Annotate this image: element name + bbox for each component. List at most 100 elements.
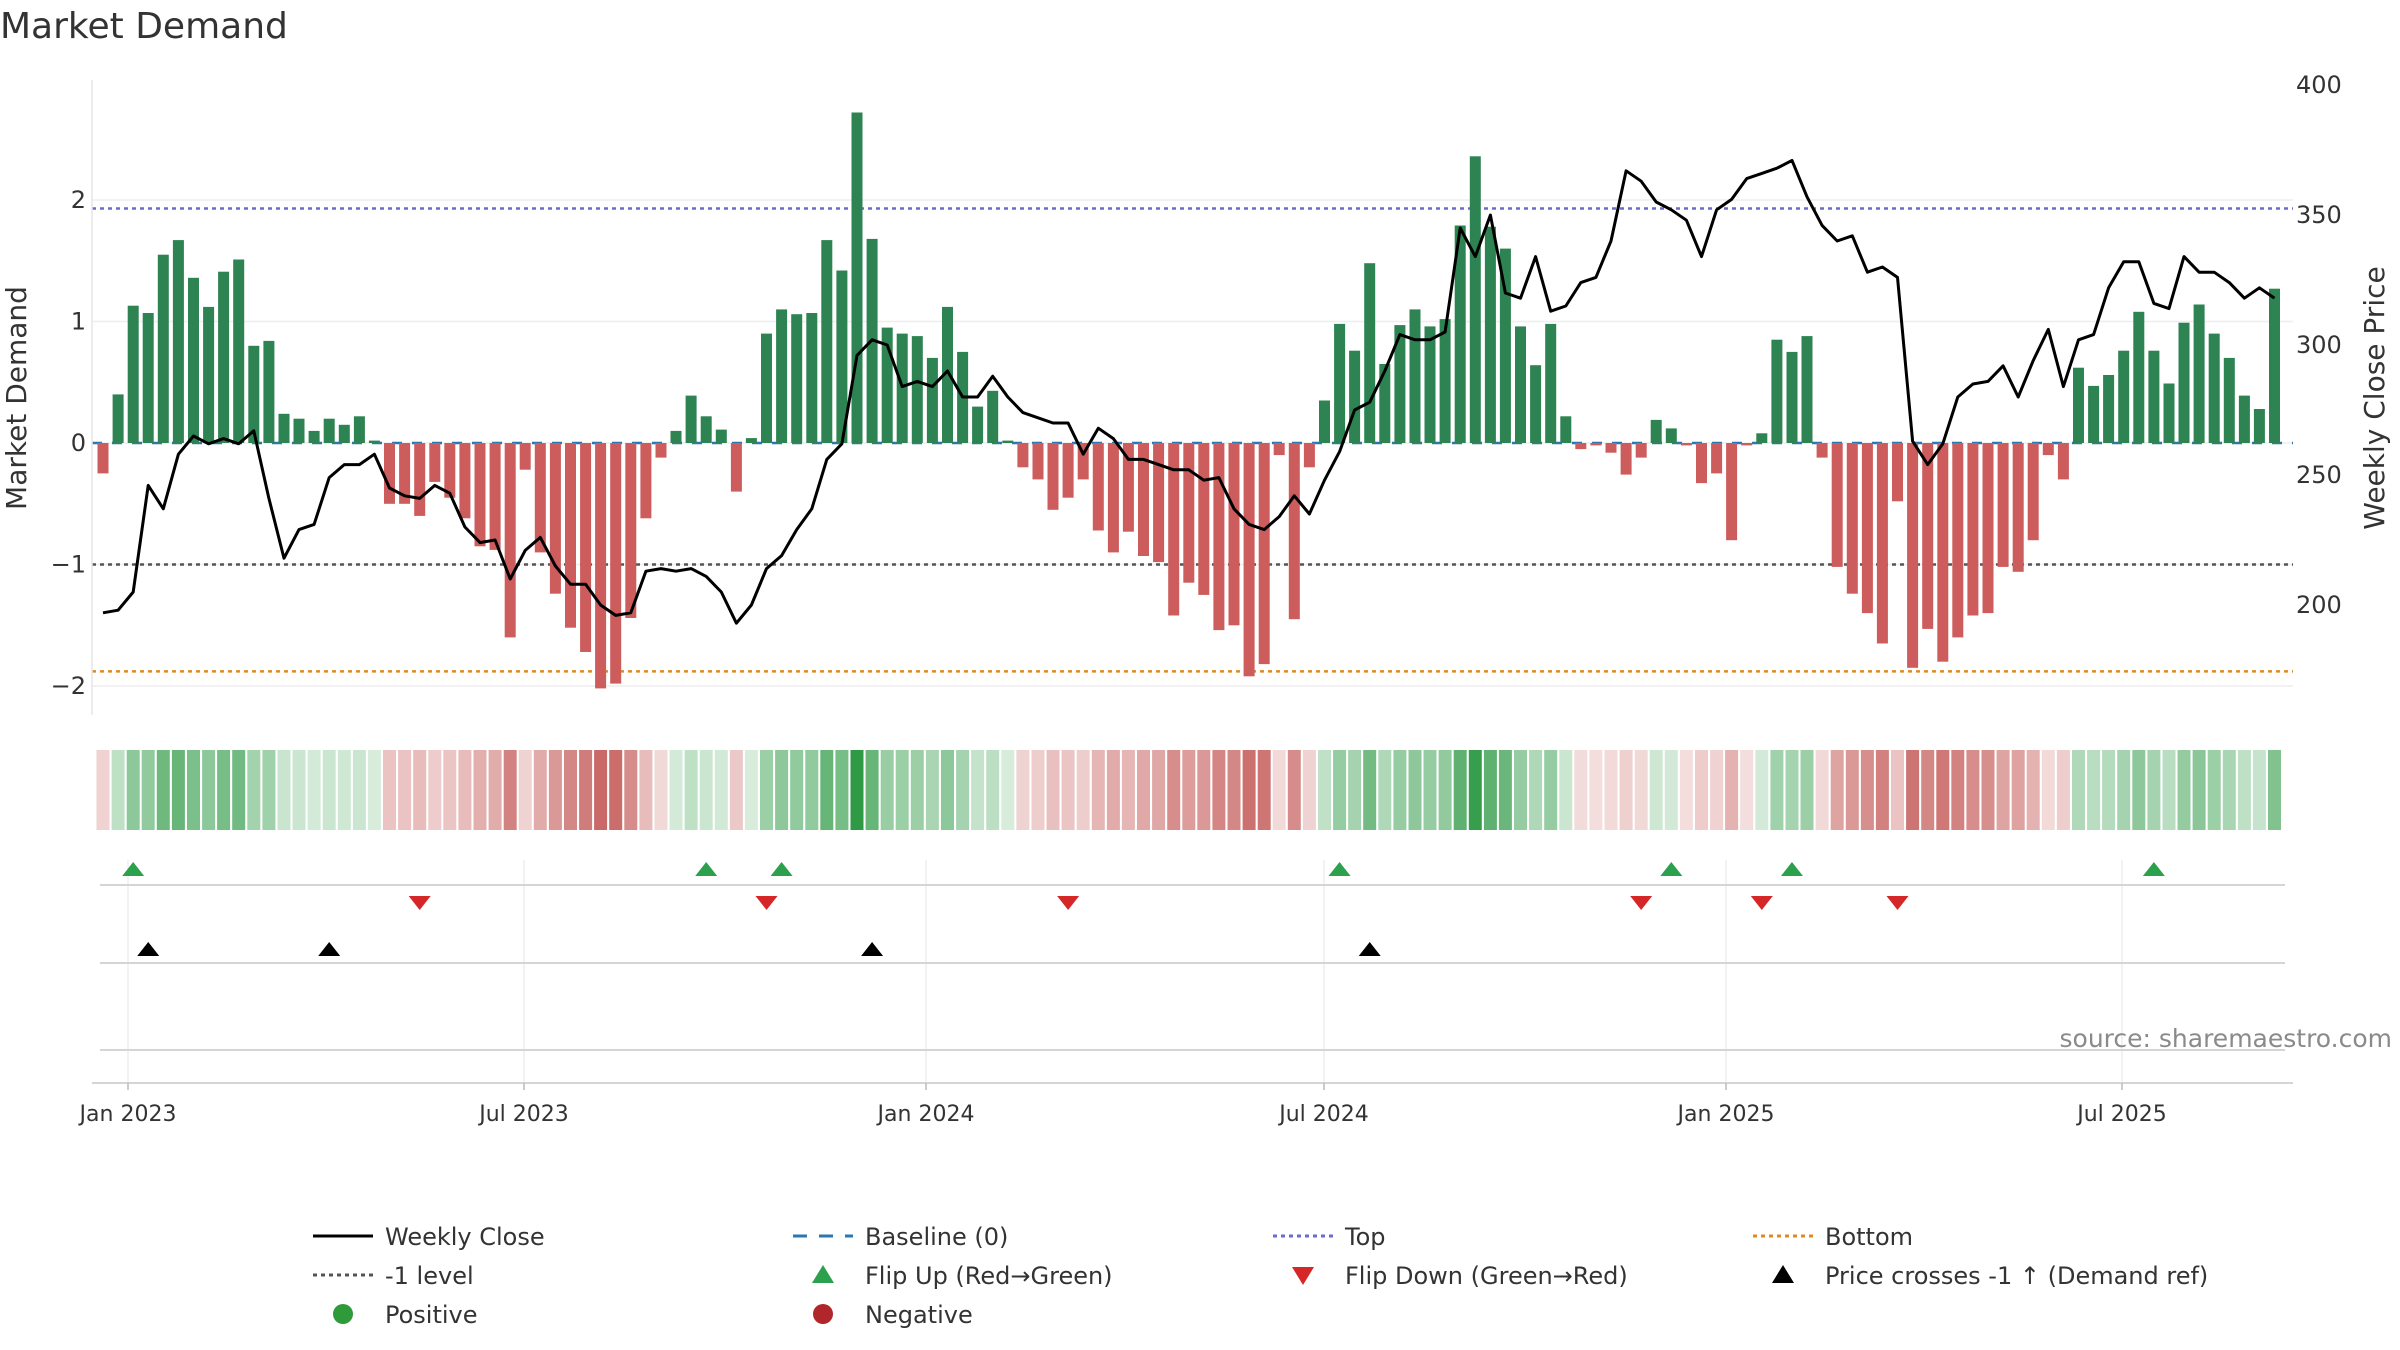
heat-cell [2026, 750, 2040, 830]
demand-bar [323, 418, 335, 443]
legend-swatch-circle [813, 1304, 833, 1324]
demand-bar [881, 327, 893, 443]
demand-bar [2057, 443, 2069, 480]
left-y-ticks: −2 −1 0 1 2 [51, 186, 86, 700]
demand-bar [1635, 443, 1647, 458]
heat-cell [187, 750, 200, 830]
demand-bar [549, 443, 561, 594]
heat-cell [367, 750, 381, 830]
heat-cell [1875, 750, 1889, 830]
flip-down-marker [755, 896, 778, 910]
demand-bar [580, 443, 592, 652]
chart-title: Market Demand [0, 6, 288, 47]
heat-cell [1906, 750, 1920, 830]
demand-bar [972, 406, 984, 443]
heat-cell [352, 750, 366, 830]
demand-bar [1726, 443, 1738, 541]
legend-item: Negative [813, 1301, 973, 1329]
demand-bar [2163, 383, 2175, 443]
demand-bar [1454, 225, 1466, 443]
heat-cell [2102, 750, 2116, 830]
demand-bar [896, 333, 908, 443]
heat-cell [699, 750, 713, 830]
demand-bar [655, 443, 667, 458]
heat-cell [2252, 750, 2266, 830]
heat-cell [820, 750, 834, 830]
heat-cell [1016, 750, 1030, 830]
heat-cell [1091, 750, 1105, 830]
heat-cell [262, 750, 276, 830]
demand-bar [715, 429, 727, 443]
heat-cell [986, 750, 1000, 830]
x-tick-label: Jan 2024 [876, 1102, 975, 1127]
demand-bar [1032, 443, 1044, 480]
heat-cell [2192, 750, 2206, 830]
heat-cell [2147, 750, 2161, 830]
demand-bar [1183, 443, 1195, 583]
heat-cell [337, 750, 351, 830]
heat-cell [880, 750, 894, 830]
flip-down-marker [1750, 896, 1773, 910]
heat-cell [217, 750, 231, 830]
demand-bar [1741, 443, 1753, 446]
demand-bar [1650, 419, 1662, 443]
right-y-tick: 250 [2296, 461, 2342, 489]
demand-bar [670, 430, 682, 443]
demand-bar [836, 270, 848, 443]
demand-bar [625, 443, 637, 618]
heat-cell [1031, 750, 1045, 830]
demand-bar [2118, 350, 2130, 443]
legend-label: Flip Up (Red→Green) [865, 1262, 1113, 1290]
flip-up-marker [1328, 862, 1351, 876]
demand-bar [1545, 323, 1557, 443]
heat-cell [1604, 750, 1618, 830]
demand-bar [2042, 443, 2054, 456]
demand-bar [1258, 443, 1270, 665]
demand-bar [1786, 351, 1798, 443]
heat-cell [247, 750, 261, 830]
heat-cell [1800, 750, 1814, 830]
demand-bar [926, 357, 938, 443]
legend-swatch-triangle-down [1292, 1267, 1314, 1285]
right-y-tick: 400 [2296, 71, 2342, 99]
heat-cell [2237, 750, 2251, 830]
legend-label: Positive [385, 1301, 478, 1329]
demand-bar [1122, 443, 1134, 532]
right-axis-label: Weekly Close Price [2358, 266, 2391, 529]
demand-bar [1153, 443, 1165, 563]
heat-cell [503, 750, 517, 830]
demand-bar [399, 443, 411, 504]
demand-bar [1047, 443, 1059, 510]
heat-cell [518, 750, 532, 830]
heat-cell [609, 750, 623, 830]
demand-bar [942, 306, 953, 443]
demand-bar [1092, 443, 1104, 531]
demand-bar [821, 240, 833, 443]
demand-bar [700, 416, 712, 443]
demand-bar [2269, 288, 2280, 443]
heat-cell [1348, 750, 1362, 830]
demand-bar [1334, 323, 1346, 443]
heat-cell [1272, 750, 1286, 830]
heat-cell [1363, 750, 1377, 830]
heat-cell [925, 750, 939, 830]
heat-cell [865, 750, 879, 830]
demand-bar [791, 314, 803, 443]
heat-cell [2268, 750, 2281, 830]
demand-bar [806, 313, 818, 443]
demand-bar [1605, 443, 1617, 453]
heat-cell [1257, 750, 1271, 830]
heat-cell [744, 750, 758, 830]
demand-bar [414, 443, 426, 516]
flip-up-marker [1780, 862, 1803, 876]
demand-bar [1349, 350, 1361, 443]
heat-cell [1679, 750, 1693, 830]
demand-bar [308, 430, 320, 443]
heat-cell [1695, 750, 1708, 830]
heat-cell [654, 750, 668, 830]
demand-bar [1484, 226, 1496, 443]
heat-cell [790, 750, 804, 830]
heat-cell [1559, 750, 1573, 830]
demand-bar [1002, 440, 1014, 443]
